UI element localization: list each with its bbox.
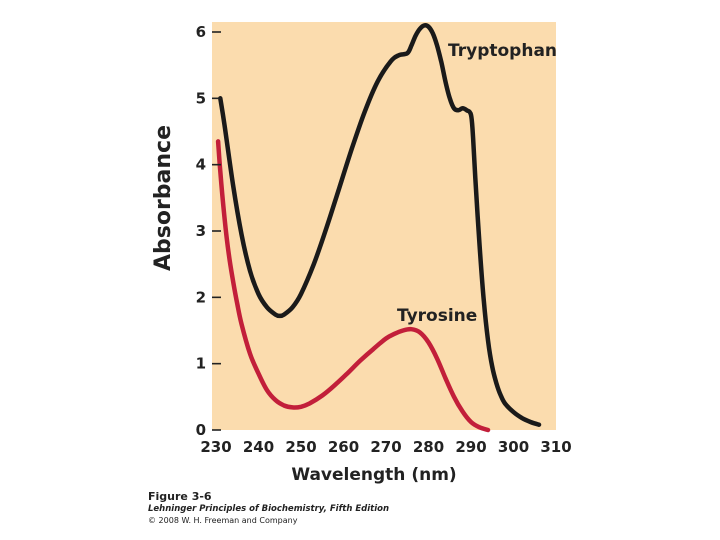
- tryptophan-label: Tryptophan: [448, 41, 557, 61]
- y-tick-label: 5: [196, 89, 206, 107]
- y-tick-label: 6: [196, 23, 206, 41]
- tyrosine-line: [215, 139, 491, 433]
- x-tick-label: 250: [285, 438, 316, 456]
- x-tick-label: 230: [200, 438, 231, 456]
- y-tick-label: 0: [196, 421, 206, 439]
- tryptophan-line: [218, 23, 542, 427]
- y-tick-label: 4: [196, 156, 206, 174]
- tyrosine-label: Tyrosine: [397, 306, 477, 326]
- x-tick-label: 290: [455, 438, 486, 456]
- x-tick-label: 270: [370, 438, 401, 456]
- y-tick-label: 2: [196, 288, 206, 306]
- y-tick-label: 3: [196, 222, 206, 240]
- copyright-line: © 2008 W. H. Freeman and Company: [148, 516, 298, 525]
- y-tick-label: 1: [196, 355, 206, 373]
- x-tick-label: 300: [498, 438, 529, 456]
- x-tick-label: 280: [413, 438, 444, 456]
- book-title: Lehninger Principles of Biochemistry, Fi…: [148, 504, 390, 514]
- y-axis-title: Absorbance: [151, 125, 176, 271]
- chart-marks: 0 1 2 3 4 5 6 230 240 250 260 270 280 290 300 310: [196, 23, 572, 456]
- x-tick-label: 240: [243, 438, 274, 456]
- plot-background: [212, 22, 556, 430]
- x-tick-label: 310: [540, 438, 571, 456]
- x-tick-label: 260: [328, 438, 359, 456]
- figure-number: Figure 3-6: [148, 490, 212, 503]
- x-axis-title: Wavelength (nm): [291, 465, 456, 485]
